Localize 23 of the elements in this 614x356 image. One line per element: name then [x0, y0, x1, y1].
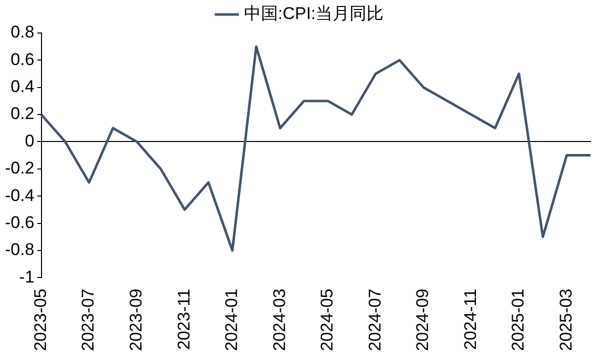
x-tick-label: 2024-09 [413, 288, 432, 351]
legend-label: 中国:CPI:当月同比 [244, 4, 384, 24]
x-tick-label: 2023-07 [78, 288, 98, 351]
x-tick-label: 2025-03 [556, 288, 576, 351]
y-tick-label: -0.2 [4, 158, 34, 178]
x-tick-label: 2023-09 [126, 288, 146, 351]
x-tick-label: 2024-05 [318, 288, 337, 351]
x-tick-label: 2023-11 [174, 288, 194, 350]
x-tick-label: 2024-01 [222, 288, 242, 351]
y-tick-label: 0.4 [10, 77, 34, 96]
y-tick-label: -1 [19, 267, 34, 286]
x-tick-label: 2024-03 [270, 288, 289, 351]
x-tick-label: 2024-11 [460, 288, 480, 350]
y-tick-label: 0.8 [10, 22, 34, 42]
y-tick-label: 0.2 [10, 104, 34, 124]
y-tick-label: 0.6 [10, 50, 34, 69]
x-tick-label: 2023-05 [30, 288, 50, 351]
y-tick-label: -0.8 [4, 240, 34, 260]
y-tick-label: 0 [24, 131, 34, 150]
y-tick-label: -0.6 [4, 212, 34, 232]
x-tick-label: 2025-01 [508, 288, 528, 351]
x-tick-label: 2024-07 [365, 288, 384, 351]
y-tick-label: -0.4 [4, 186, 34, 205]
